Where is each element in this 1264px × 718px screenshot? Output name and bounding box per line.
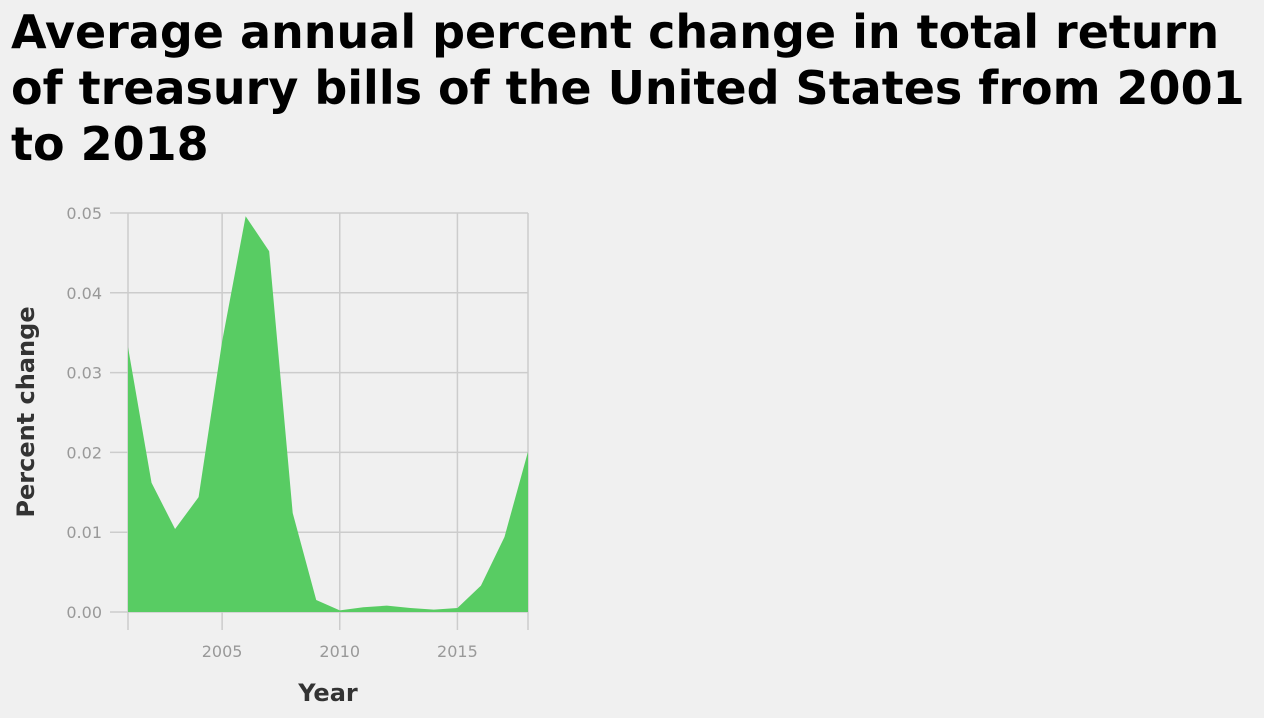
data-point-2011: [361, 605, 365, 609]
y-axis-ticks: 0.00 0.01 0.02 0.03 0.04 0.05: [66, 204, 102, 622]
data-point-2016: [479, 584, 483, 588]
data-point-2006: [244, 214, 248, 218]
data-point-2009: [314, 598, 318, 602]
y-tick-label: 0.04: [66, 284, 102, 303]
data-point-2013: [408, 606, 412, 610]
y-tick-label: 0.00: [66, 603, 102, 622]
x-axis-ticks: 2005 2010 2015: [202, 642, 478, 661]
data-point-2012: [385, 604, 389, 608]
y-tick-label: 0.05: [66, 204, 102, 223]
x-tick-label: 2005: [202, 642, 243, 661]
data-point-2008: [291, 511, 295, 515]
y-axis-label: Percent change: [12, 306, 40, 517]
y-tick-label: 0.03: [66, 364, 102, 383]
x-tick-label: 2010: [319, 642, 360, 661]
y-tick-label: 0.01: [66, 523, 102, 542]
data-point-2002: [150, 481, 154, 485]
data-point-2015: [455, 606, 459, 610]
x-axis-label: Year: [297, 679, 358, 707]
data-point-2014: [432, 608, 436, 612]
data-point-2005: [220, 339, 224, 343]
data-point-2004: [197, 495, 201, 499]
y-tick-label: 0.02: [66, 443, 102, 462]
data-point-2017: [502, 535, 506, 539]
data-point-2007: [267, 249, 271, 253]
data-point-2003: [173, 527, 177, 531]
x-tick-label: 2015: [437, 642, 478, 661]
data-point-2018: [526, 450, 530, 454]
chart-title: Average annual percent change in total r…: [11, 5, 1245, 171]
area-series: [128, 216, 528, 612]
data-point-2001: [126, 345, 130, 349]
data-point-2010: [338, 608, 342, 612]
